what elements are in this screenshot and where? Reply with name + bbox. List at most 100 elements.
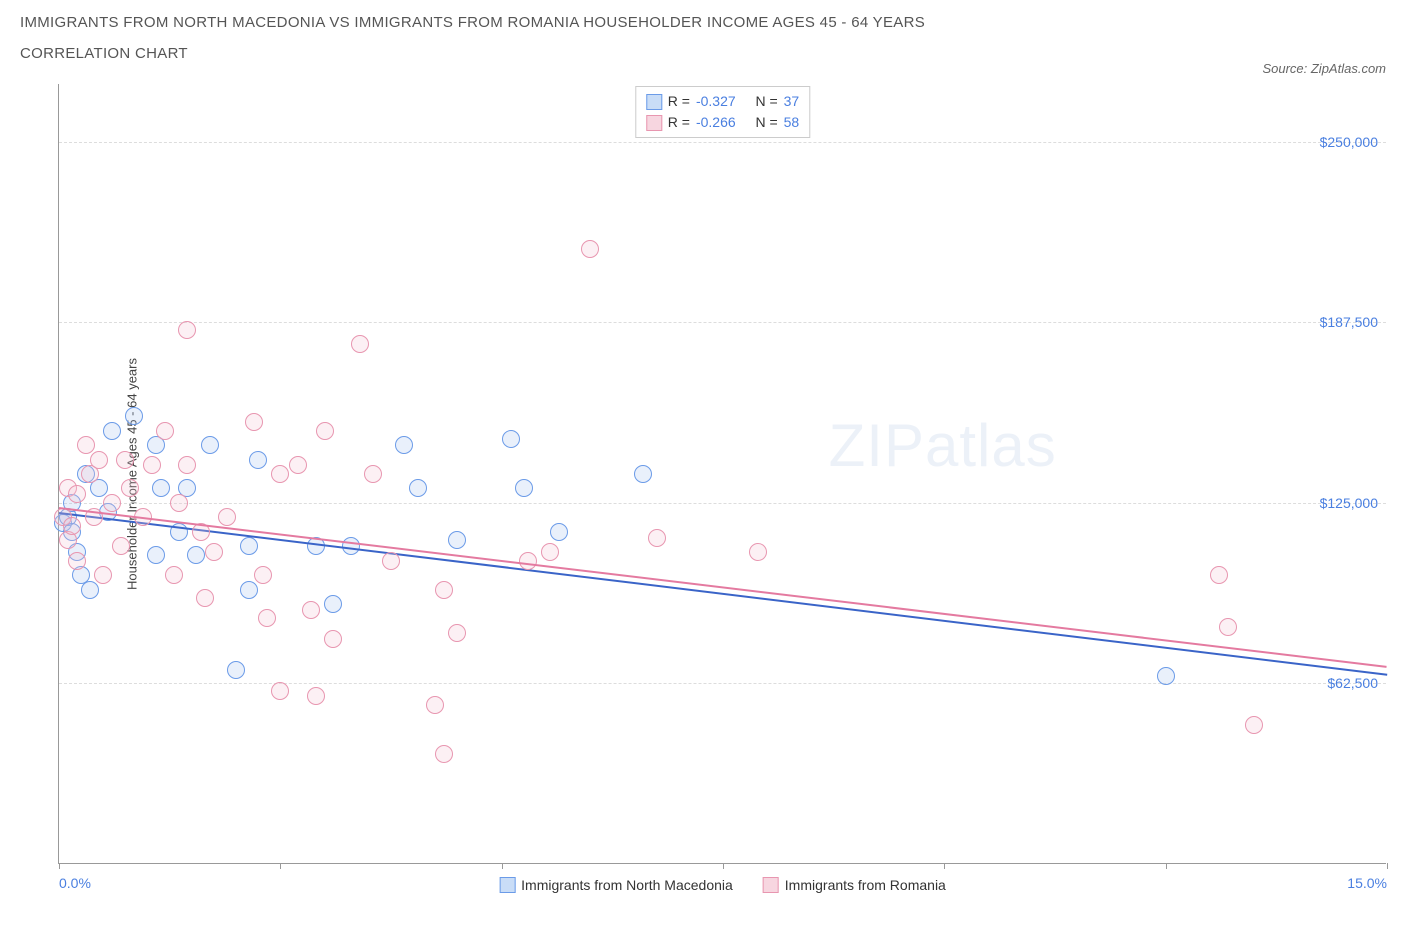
scatter-point <box>218 508 236 526</box>
stat-legend-row: R = -0.327 N = 37 <box>646 91 799 112</box>
scatter-point <box>648 529 666 547</box>
scatter-point <box>240 581 258 599</box>
grid-line <box>59 142 1386 143</box>
scatter-point <box>143 456 161 474</box>
legend-swatch <box>499 877 515 893</box>
scatter-point <box>63 517 81 535</box>
bottom-legend-item: Immigrants from Romania <box>763 877 946 893</box>
scatter-point <box>382 552 400 570</box>
scatter-point <box>324 630 342 648</box>
x-tick <box>1387 863 1388 869</box>
stat-n-label: N = <box>755 112 777 133</box>
scatter-point <box>103 422 121 440</box>
title-block: IMMIGRANTS FROM NORTH MACEDONIA VS IMMIG… <box>20 14 925 76</box>
y-tick-label: $125,000 <box>1320 495 1378 511</box>
series-name: Immigrants from Romania <box>785 877 946 893</box>
scatter-point <box>240 537 258 555</box>
y-tick-label: $187,500 <box>1320 314 1378 330</box>
scatter-point <box>116 451 134 469</box>
x-tick-label: 0.0% <box>59 875 91 891</box>
scatter-point <box>147 546 165 564</box>
scatter-point <box>749 543 767 561</box>
stat-r-label: R = <box>668 112 690 133</box>
y-tick-label: $62,500 <box>1327 675 1378 691</box>
grid-line <box>59 503 1386 504</box>
scatter-point <box>90 451 108 469</box>
source-label: Source: ZipAtlas.com <box>1262 61 1386 76</box>
scatter-point <box>351 335 369 353</box>
legend-swatch <box>646 94 662 110</box>
scatter-point <box>395 436 413 454</box>
scatter-point <box>448 531 466 549</box>
y-tick-label: $250,000 <box>1320 134 1378 150</box>
x-tick <box>502 863 503 869</box>
scatter-point <box>324 595 342 613</box>
bottom-legend-item: Immigrants from North Macedonia <box>499 877 733 893</box>
scatter-point <box>634 465 652 483</box>
scatter-point <box>121 479 139 497</box>
stat-n-label: N = <box>755 91 777 112</box>
scatter-point <box>258 609 276 627</box>
scatter-point <box>201 436 219 454</box>
x-tick <box>1166 863 1167 869</box>
scatter-point <box>271 465 289 483</box>
scatter-point <box>125 407 143 425</box>
scatter-point <box>426 696 444 714</box>
scatter-point <box>307 687 325 705</box>
x-tick <box>944 863 945 869</box>
scatter-point <box>550 523 568 541</box>
watermark-thin: atlas <box>925 412 1057 479</box>
stat-r-value: -0.266 <box>696 112 736 133</box>
scatter-point <box>502 430 520 448</box>
scatter-point <box>156 422 174 440</box>
scatter-point <box>302 601 320 619</box>
scatter-point <box>448 624 466 642</box>
scatter-point <box>271 682 289 700</box>
stat-legend: R = -0.327 N = 37R = -0.266 N = 58 <box>635 86 810 138</box>
scatter-point <box>165 566 183 584</box>
legend-swatch <box>646 115 662 131</box>
watermark: ZIPatlas <box>829 411 1057 480</box>
title-line-1: IMMIGRANTS FROM NORTH MACEDONIA VS IMMIG… <box>20 14 925 31</box>
scatter-point <box>103 494 121 512</box>
scatter-point <box>409 479 427 497</box>
scatter-point <box>245 413 263 431</box>
scatter-point <box>112 537 130 555</box>
stat-r-value: -0.327 <box>696 91 736 112</box>
scatter-point <box>254 566 272 584</box>
title-line-2: CORRELATION CHART <box>20 45 925 62</box>
scatter-point <box>68 552 86 570</box>
scatter-point <box>77 436 95 454</box>
scatter-point <box>519 552 537 570</box>
scatter-point <box>435 745 453 763</box>
scatter-point <box>581 240 599 258</box>
scatter-point <box>196 589 214 607</box>
series-name: Immigrants from North Macedonia <box>521 877 733 893</box>
header-row: IMMIGRANTS FROM NORTH MACEDONIA VS IMMIG… <box>20 14 1386 76</box>
scatter-point <box>178 456 196 474</box>
x-tick <box>280 863 281 869</box>
x-tick <box>59 863 60 869</box>
scatter-point <box>81 581 99 599</box>
scatter-point <box>249 451 267 469</box>
trend-line <box>59 512 1387 676</box>
chart-container: Householder Income Ages 45 - 64 years R … <box>20 84 1386 864</box>
plot-area: R = -0.327 N = 37R = -0.266 N = 58 ZIPat… <box>58 84 1386 864</box>
scatter-point <box>205 543 223 561</box>
scatter-point <box>178 321 196 339</box>
scatter-point <box>152 479 170 497</box>
grid-line <box>59 322 1386 323</box>
scatter-point <box>1245 716 1263 734</box>
scatter-point <box>1157 667 1175 685</box>
x-tick-label: 15.0% <box>1347 875 1387 891</box>
scatter-point <box>316 422 334 440</box>
stat-r-label: R = <box>668 91 690 112</box>
legend-swatch <box>763 877 779 893</box>
bottom-legend: Immigrants from North Macedonia Immigrant… <box>499 877 946 893</box>
scatter-point <box>1219 618 1237 636</box>
scatter-point <box>515 479 533 497</box>
scatter-point <box>435 581 453 599</box>
stat-legend-row: R = -0.266 N = 58 <box>646 112 799 133</box>
scatter-point <box>187 546 205 564</box>
scatter-point <box>170 494 188 512</box>
